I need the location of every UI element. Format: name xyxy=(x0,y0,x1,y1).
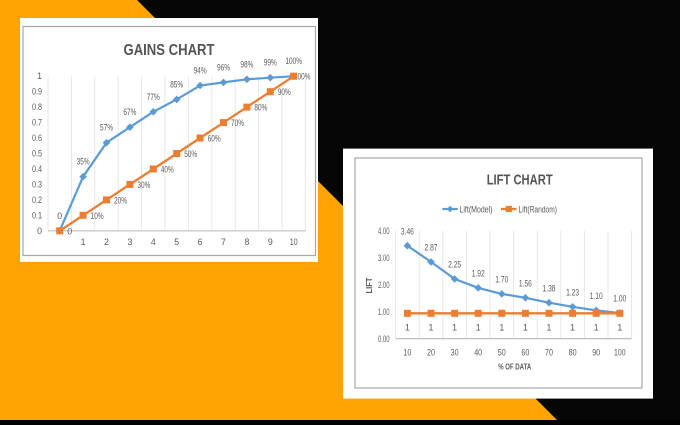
svg-text:57%: 57% xyxy=(100,123,113,133)
svg-text:67%: 67% xyxy=(123,107,136,117)
svg-text:1: 1 xyxy=(429,323,434,333)
svg-text:30: 30 xyxy=(451,347,459,357)
svg-text:0.3: 0.3 xyxy=(32,179,42,189)
svg-text:10%: 10% xyxy=(91,211,104,221)
svg-text:1: 1 xyxy=(499,323,504,333)
svg-text:2.87: 2.87 xyxy=(425,243,438,253)
svg-text:0.6: 0.6 xyxy=(32,133,42,143)
svg-text:LIFT: LIFT xyxy=(365,277,374,293)
svg-text:1: 1 xyxy=(476,323,481,333)
svg-text:30%: 30% xyxy=(137,180,150,190)
svg-text:100: 100 xyxy=(614,347,626,357)
svg-text:40%: 40% xyxy=(161,165,174,175)
svg-text:4.00: 4.00 xyxy=(378,226,390,236)
svg-text:1: 1 xyxy=(547,323,552,333)
svg-text:99%: 99% xyxy=(264,58,277,68)
svg-text:0.00: 0.00 xyxy=(378,334,390,344)
svg-text:GAINS CHART: GAINS CHART xyxy=(124,42,215,59)
svg-text:1: 1 xyxy=(81,237,86,247)
svg-text:20%: 20% xyxy=(114,195,127,205)
svg-text:80: 80 xyxy=(569,347,577,357)
svg-text:4: 4 xyxy=(151,237,156,247)
svg-text:% OF DATA: % OF DATA xyxy=(498,363,531,372)
svg-text:9: 9 xyxy=(268,237,273,247)
svg-text:0: 0 xyxy=(37,226,42,236)
svg-text:1: 1 xyxy=(523,323,528,333)
svg-text:1.10: 1.10 xyxy=(590,291,603,301)
svg-text:1.38: 1.38 xyxy=(543,283,556,293)
svg-text:20: 20 xyxy=(427,347,435,357)
svg-text:5: 5 xyxy=(174,237,179,247)
svg-text:50: 50 xyxy=(498,347,506,357)
svg-text:90%: 90% xyxy=(278,87,291,97)
svg-text:1.56: 1.56 xyxy=(519,278,532,288)
svg-text:1: 1 xyxy=(617,323,622,333)
svg-text:90: 90 xyxy=(592,347,600,357)
svg-text:10: 10 xyxy=(290,237,298,247)
svg-text:0: 0 xyxy=(57,211,62,221)
svg-text:1: 1 xyxy=(570,323,575,333)
svg-text:1.00: 1.00 xyxy=(613,294,626,304)
svg-text:2: 2 xyxy=(104,237,109,247)
svg-text:98%: 98% xyxy=(240,59,253,69)
svg-text:1: 1 xyxy=(452,323,457,333)
svg-text:40: 40 xyxy=(474,347,482,357)
svg-text:LIFT CHART: LIFT CHART xyxy=(487,172,553,189)
svg-text:35%: 35% xyxy=(77,157,90,167)
svg-text:10: 10 xyxy=(403,347,411,357)
svg-text:1: 1 xyxy=(594,323,599,333)
svg-text:3.46: 3.46 xyxy=(401,226,414,236)
svg-text:Lift(Random): Lift(Random) xyxy=(519,204,558,214)
svg-text:80%: 80% xyxy=(254,103,267,113)
svg-text:94%: 94% xyxy=(194,66,207,76)
svg-text:100%: 100% xyxy=(294,72,311,82)
svg-text:3.00: 3.00 xyxy=(378,253,390,263)
svg-text:100%: 100% xyxy=(285,56,302,66)
svg-text:0.8: 0.8 xyxy=(32,102,42,112)
svg-text:0.5: 0.5 xyxy=(32,149,42,159)
svg-text:0.2: 0.2 xyxy=(32,195,42,205)
svg-text:60%: 60% xyxy=(208,134,221,144)
svg-text:96%: 96% xyxy=(217,62,230,72)
svg-text:1: 1 xyxy=(405,323,410,333)
svg-text:70%: 70% xyxy=(231,118,244,128)
svg-text:0.9: 0.9 xyxy=(32,87,42,97)
svg-text:0.4: 0.4 xyxy=(32,164,42,174)
svg-text:6: 6 xyxy=(198,237,203,247)
svg-text:8: 8 xyxy=(244,237,249,247)
svg-text:77%: 77% xyxy=(147,92,160,102)
svg-text:1.70: 1.70 xyxy=(495,275,508,285)
svg-text:0: 0 xyxy=(67,226,72,236)
svg-text:0.7: 0.7 xyxy=(32,118,42,128)
svg-text:2.00: 2.00 xyxy=(378,280,390,290)
svg-text:1.00: 1.00 xyxy=(378,307,390,317)
svg-text:50%: 50% xyxy=(184,149,197,159)
svg-text:0.1: 0.1 xyxy=(32,210,42,220)
svg-text:Lift(Model): Lift(Model) xyxy=(460,204,493,214)
svg-text:1.23: 1.23 xyxy=(566,287,579,297)
svg-text:1.92: 1.92 xyxy=(472,269,485,279)
svg-text:85%: 85% xyxy=(170,79,183,89)
svg-text:60: 60 xyxy=(521,347,529,357)
svg-text:3: 3 xyxy=(127,237,132,247)
svg-text:70: 70 xyxy=(545,347,553,357)
svg-text:7: 7 xyxy=(221,237,226,247)
svg-text:1: 1 xyxy=(37,71,42,81)
svg-text:2.25: 2.25 xyxy=(448,260,461,270)
